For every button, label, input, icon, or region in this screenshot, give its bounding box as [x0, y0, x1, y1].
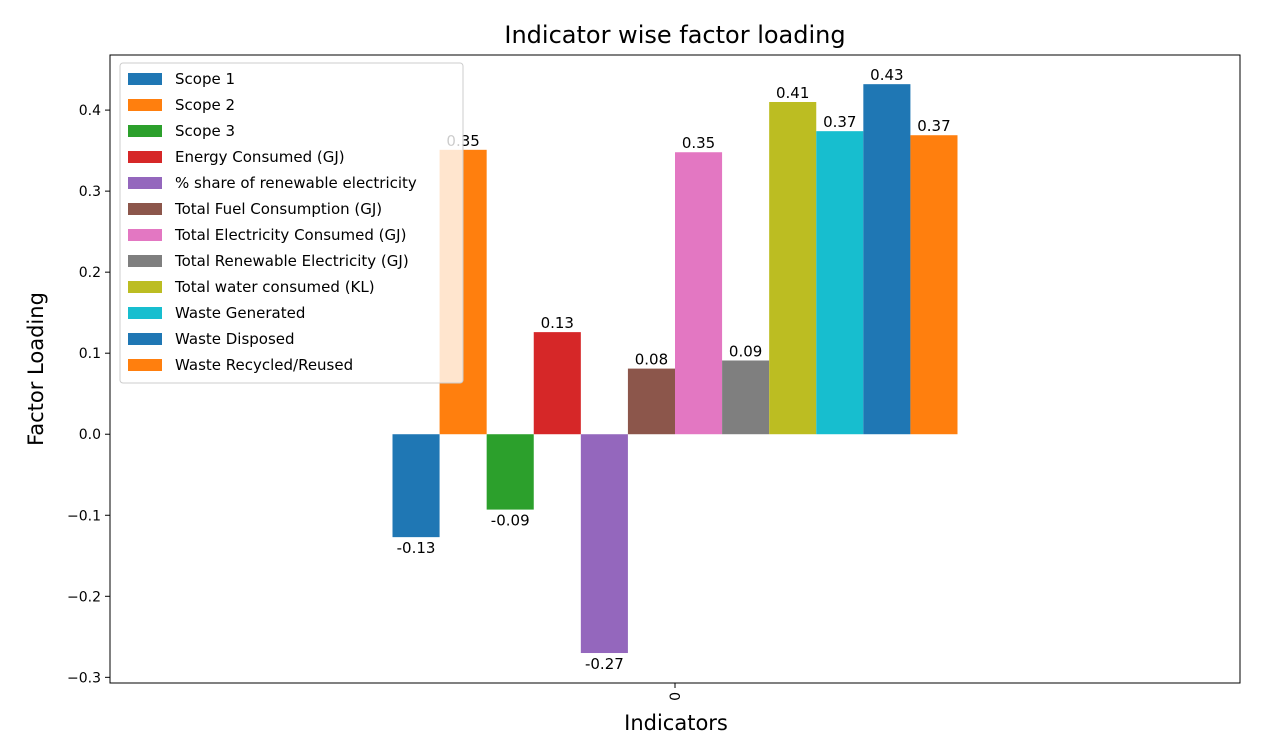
value-label: 0.43 — [870, 66, 903, 84]
legend-swatch — [128, 255, 162, 267]
legend-box — [119, 62, 464, 384]
legend-label: Scope 2 — [175, 96, 235, 114]
value-label: -0.27 — [585, 655, 624, 673]
value-label: 0.08 — [635, 351, 668, 369]
bar — [769, 101, 817, 435]
legend-swatch — [128, 151, 162, 163]
legend: Scope 1 Scope 2 Scope 3 Energy Consumed (GJ… — [119, 62, 464, 384]
x-tick-label: 0 — [668, 692, 684, 701]
chart-title: Indicator wise factor loading — [504, 21, 845, 49]
legend-swatch — [128, 359, 162, 371]
y-tick-label: 0.3 — [79, 184, 101, 200]
x-axis-label: Indicators — [624, 711, 728, 732]
legend-swatch — [128, 333, 162, 345]
legend-swatch — [128, 203, 162, 215]
y-tick-label: 0.1 — [79, 346, 101, 362]
bar — [392, 434, 440, 538]
legend-swatch — [128, 73, 162, 85]
legend-label: Total water consumed (KL) — [174, 278, 375, 296]
legend-swatch — [128, 307, 162, 319]
value-label: 0.41 — [776, 84, 809, 102]
legend-label: Total Renewable Electricity (GJ) — [174, 252, 409, 270]
bar — [675, 152, 723, 435]
bar — [533, 332, 581, 435]
legend-swatch — [128, 99, 162, 111]
legend-label: Waste Generated — [175, 304, 305, 322]
value-label: 0.13 — [541, 314, 574, 332]
legend-swatch — [128, 281, 162, 293]
legend-label: Scope 1 — [175, 70, 235, 88]
value-label: 0.37 — [823, 113, 856, 131]
value-label: 0.37 — [917, 117, 950, 135]
legend-label: % share of renewable electricity — [175, 174, 417, 192]
legend-label: Waste Recycled/Reused — [175, 356, 353, 374]
legend-swatch — [128, 177, 162, 189]
legend-swatch — [128, 229, 162, 241]
legend-label: Energy Consumed (GJ) — [175, 148, 345, 166]
y-tick-label: 0.4 — [79, 103, 101, 119]
bar — [816, 131, 864, 435]
bar — [863, 84, 911, 435]
bar — [722, 360, 770, 435]
y-tick-label: −0.1 — [67, 508, 101, 524]
legend-label: Waste Disposed — [175, 330, 295, 348]
value-label: 0.35 — [682, 134, 715, 152]
bar — [627, 368, 675, 435]
y-tick-label: −0.3 — [67, 670, 101, 686]
legend-swatch — [128, 125, 162, 137]
bar — [910, 135, 958, 435]
value-label: -0.09 — [491, 512, 530, 530]
y-tick-label: −0.2 — [67, 589, 101, 605]
plot-frame — [109, 54, 1241, 684]
bar — [486, 434, 534, 510]
value-label: -0.13 — [397, 539, 436, 557]
legend-label: Total Electricity Consumed (GJ) — [174, 226, 406, 244]
y-tick-label: 0.2 — [79, 265, 101, 281]
value-label: 0.09 — [729, 342, 762, 360]
legend-label: Scope 3 — [175, 122, 235, 140]
bar — [580, 434, 628, 654]
legend-label: Total Fuel Consumption (GJ) — [174, 200, 382, 218]
y-axis-label: Factor Loading — [24, 292, 48, 446]
y-tick-label: 0.0 — [79, 427, 101, 443]
